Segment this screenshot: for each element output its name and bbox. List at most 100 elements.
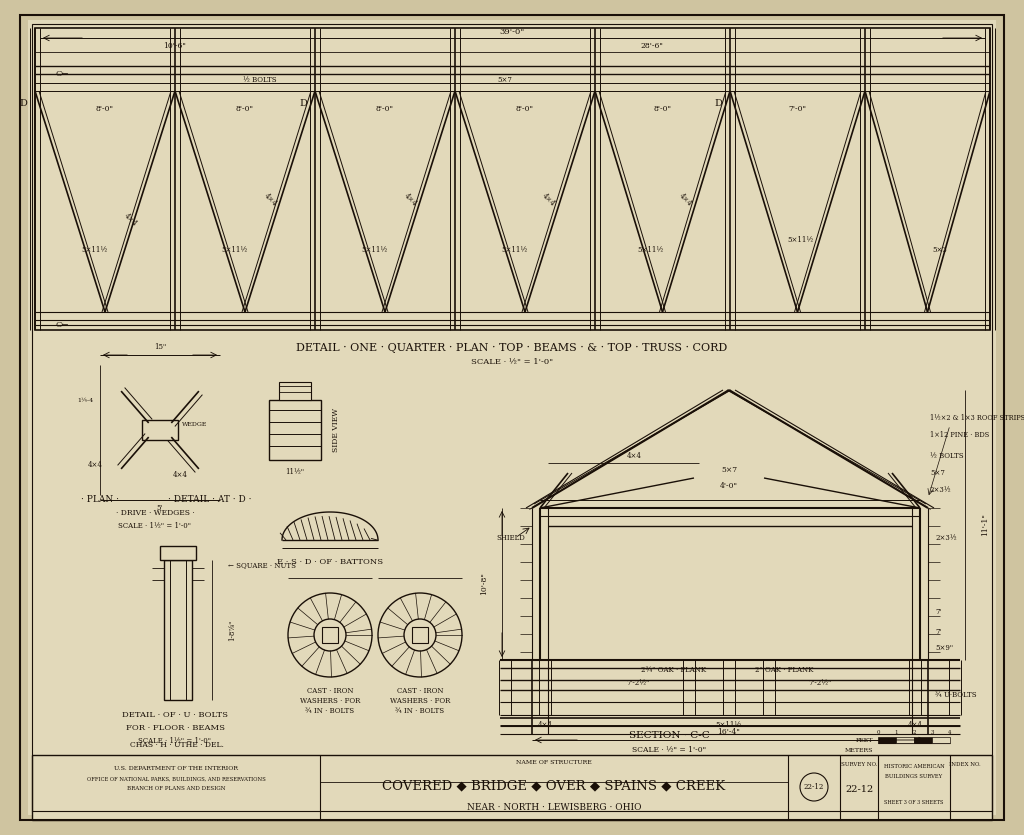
Text: SECTION · C-C: SECTION · C-C [629,731,710,741]
Text: 5×11½: 5×11½ [222,246,248,254]
Text: 4×4: 4×4 [262,192,279,208]
Text: COVERED ◆ BRIDGE ◆ OVER ◆ SPAINS ◆ CREEK: COVERED ◆ BRIDGE ◆ OVER ◆ SPAINS ◆ CREEK [382,780,726,792]
Text: 7'-2½": 7'-2½" [627,679,649,687]
Text: 5×7: 5×7 [721,466,737,474]
Text: 4: 4 [948,731,951,736]
Text: 2¾" OAK · PLANK: 2¾" OAK · PLANK [641,666,707,674]
Text: 8'-0": 8'-0" [516,105,534,113]
Text: D: D [19,99,27,108]
Bar [932,737,950,743]
Text: NAME OF STRUCTURE: NAME OF STRUCTURE [516,761,592,766]
Text: SCALE · ½" = 1'-0": SCALE · ½" = 1'-0" [632,746,707,754]
Bar [32,755,992,820]
Text: 5×11½: 5×11½ [786,236,813,244]
Text: 8'-0": 8'-0" [376,105,394,113]
Text: 11'-1": 11'-1" [981,514,989,536]
Text: D: D [714,99,722,108]
Text: 7': 7' [935,608,941,616]
Text: 2" OAK · PLANK: 2" OAK · PLANK [755,666,813,674]
Text: 5×9": 5×9" [935,644,953,652]
Text: 5×3: 5×3 [933,246,947,254]
Text: 8'-0": 8'-0" [653,105,672,113]
Bar [164,560,193,700]
Text: 15": 15" [154,343,166,351]
Text: BRANCH OF PLANS AND DESIGN: BRANCH OF PLANS AND DESIGN [127,787,225,792]
Text: ½ BOLTS: ½ BOLTS [930,452,964,460]
Text: 4'-0": 4'-0" [720,482,738,490]
Text: 2×3½: 2×3½ [935,534,956,542]
Text: 4×4: 4×4 [173,471,187,479]
Text: 0: 0 [877,731,880,736]
Text: WEDGE: WEDGE [182,423,208,428]
Text: E · S · D · OF · BATTONS: E · S · D · OF · BATTONS [276,558,383,566]
Text: D: D [299,99,307,108]
Text: HISTORIC AMERICAN: HISTORIC AMERICAN [884,765,944,770]
Text: SURVEY NO.: SURVEY NO. [841,762,878,767]
Text: 1×12 PINE · BDS: 1×12 PINE · BDS [930,431,989,439]
Text: CHAS · H · UTHE · DEL.: CHAS · H · UTHE · DEL. [130,741,224,749]
Text: 4×4: 4×4 [907,721,923,729]
Text: SHEET 3 OF 3 SHEETS: SHEET 3 OF 3 SHEETS [885,801,944,806]
Text: SCALE · ½" = 1'-0": SCALE · ½" = 1'-0" [471,358,553,366]
Text: 1½×2 & 1×3 ROOF STRIPS: 1½×2 & 1×3 ROOF STRIPS [930,414,1024,422]
Text: 7': 7' [935,628,941,636]
Bar [412,627,428,643]
Text: 5×11½: 5×11½ [502,246,528,254]
Text: SIDE VIEW: SIDE VIEW [332,408,340,452]
Text: METERS: METERS [845,748,873,753]
Bar [279,382,311,400]
Text: 5×11½: 5×11½ [637,246,664,254]
Text: 5×7: 5×7 [930,469,945,477]
Text: 22-12: 22-12 [845,786,873,794]
Text: 8'-0": 8'-0" [236,105,254,113]
Text: · DRIVE · WEDGES ·: · DRIVE · WEDGES · [116,509,195,517]
Text: ¾ IN · BOLTS: ¾ IN · BOLTS [305,707,354,715]
Text: C←: C← [55,70,69,78]
Text: CAST · IRON: CAST · IRON [307,687,353,695]
Text: 5×11½: 5×11½ [716,721,742,729]
Bar [269,400,321,460]
Text: NEAR · NORTH · LEWISBERG · OHIO: NEAR · NORTH · LEWISBERG · OHIO [467,802,641,812]
Text: C←: C← [55,321,69,329]
Text: 1-8⅞": 1-8⅞" [228,620,236,640]
Text: 10'-6": 10'-6" [164,42,186,50]
Text: 7'-2½": 7'-2½" [808,679,831,687]
Text: FEET: FEET [856,737,873,742]
Text: 28'-6": 28'-6" [641,42,664,50]
Text: 1: 1 [894,731,898,736]
Text: 16'-4": 16'-4" [718,728,740,736]
Text: CAST · IRON: CAST · IRON [396,687,443,695]
Text: SHIELD: SHIELD [497,534,525,542]
Text: 4×4: 4×4 [122,212,138,228]
Text: DETAIL · OF · U · BOLTS: DETAIL · OF · U · BOLTS [122,711,228,719]
Bar [896,737,914,743]
Text: · DETAIL · AT · D ·: · DETAIL · AT · D · [168,495,252,504]
Text: ← SQUARE · NUTS: ← SQUARE · NUTS [228,561,296,569]
Text: WASHERS · FOR: WASHERS · FOR [300,697,360,705]
Text: 4×4: 4×4 [88,461,102,469]
Text: ¾ IN · BOLTS: ¾ IN · BOLTS [395,707,444,715]
Text: SCALE · 1½" = 1'-0": SCALE · 1½" = 1'-0" [138,737,212,745]
Text: 11½": 11½" [286,468,304,476]
Text: 10'-8": 10'-8" [480,573,488,595]
Text: U.S. DEPARTMENT OF THE INTERIOR: U.S. DEPARTMENT OF THE INTERIOR [114,767,238,772]
Text: 5×11½: 5×11½ [82,246,109,254]
Text: 8'-0": 8'-0" [96,105,114,113]
Bar [322,627,338,643]
Text: SCALE · 1½" = 1'-0": SCALE · 1½" = 1'-0" [119,522,191,530]
Text: 4×4: 4×4 [401,192,418,208]
Text: BUILDINGS SURVEY: BUILDINGS SURVEY [886,775,942,780]
Bar [160,546,196,560]
Text: FOR · FLOOR · BEAMS: FOR · FLOOR · BEAMS [126,724,224,732]
Text: 7'-0": 7'-0" [788,105,807,113]
Bar [142,420,178,440]
Text: ½ BOLTS: ½ BOLTS [243,76,276,84]
Text: 5': 5' [157,504,163,512]
Text: 39'-0": 39'-0" [500,28,524,36]
Text: 5×11½: 5×11½ [361,246,388,254]
Text: INDEX NO.: INDEX NO. [949,762,981,767]
Text: · PLAN ·: · PLAN · [81,495,119,504]
Bar [35,28,990,330]
Text: ¾ U·BOLTS: ¾ U·BOLTS [935,691,977,699]
Text: 5×7: 5×7 [498,76,512,84]
